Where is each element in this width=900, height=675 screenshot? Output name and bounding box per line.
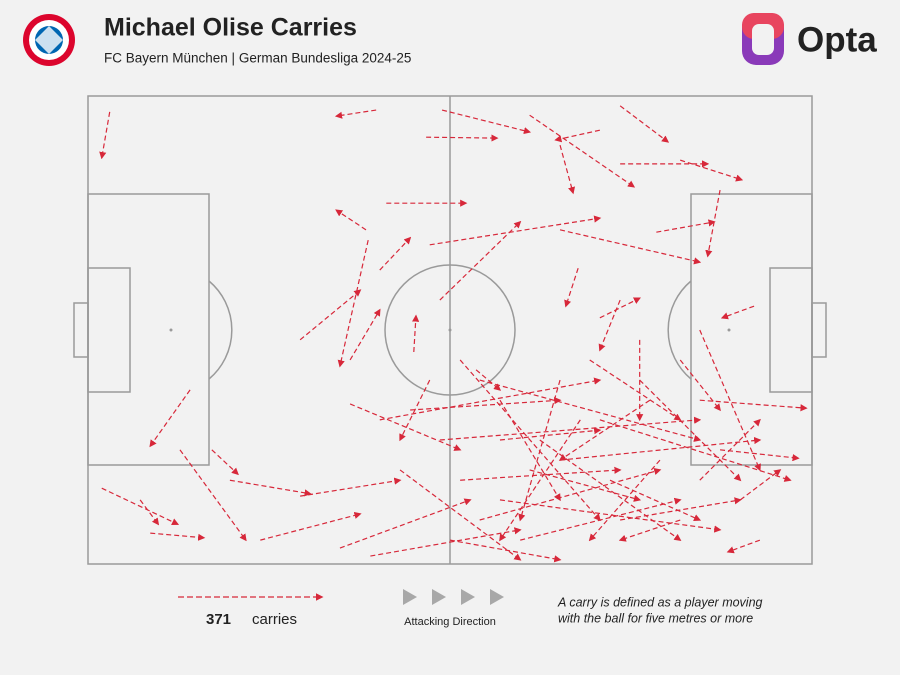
carry-arrow [680,159,744,182]
carry-arrow [499,499,722,533]
carry-arrow [699,418,761,481]
carry-arrow [339,498,472,549]
carry-arrow [412,314,420,353]
direction-arrows [403,589,504,605]
carry-arrow [439,220,522,301]
carry-arrow [475,369,502,391]
pitch [73,95,827,565]
carry-arrow [179,449,247,542]
carry-arrow [726,539,761,554]
carry-arrow [334,109,377,119]
carry-arrow [705,189,721,258]
club-badge [23,14,75,66]
carry-arrow [720,305,755,320]
carry-arrow [399,379,431,442]
carry-arrow [558,399,651,461]
carry-arrow [150,532,206,541]
carry-arrow [441,109,532,135]
carry-arrow [335,209,367,231]
carry-arrow [426,134,499,142]
carry-arrow [101,487,180,526]
carry-arrow [599,419,792,482]
carry-arrow [564,268,579,308]
carry-arrow [588,459,661,542]
carry-arrow [99,111,111,160]
carry-arrow [349,308,381,361]
note-line: with the ball for five metres or more [558,611,753,625]
carry-arrow [699,399,808,412]
carry-arrow [260,511,362,541]
subtitle: FC Bayern München | German Bundesliga 20… [104,51,411,66]
carry-arrow [479,379,702,442]
carry-arrow [449,539,562,563]
carry-arrow [656,219,716,233]
carry-arrow [499,427,602,441]
carry-arrow [598,299,621,352]
carry-arrow [620,497,742,521]
carry-arrow [589,359,682,421]
carry-arrow [518,379,561,522]
carry-arrow [559,229,702,265]
carry-arrow [639,379,742,482]
carry-arrow [229,479,312,497]
carry-arrow [337,240,369,368]
carry-arrow [459,359,601,522]
carry-arrow [299,289,362,341]
carry-arrow [429,215,602,246]
logo-text: Opta [797,20,877,59]
opta-logo: Opta [742,13,877,65]
carry-arrow [554,129,600,143]
title: Michael Olise Carries [104,14,357,42]
carry-arrow [139,499,160,526]
carry-arrow [679,359,721,412]
carry-arrow [370,527,522,557]
count-label: carries [252,611,297,628]
carry-arrow [379,236,412,271]
carry-arrow [619,105,670,143]
carry-arrow [529,469,642,502]
carry-arrow [699,329,761,472]
carry-arrow [399,469,522,561]
carry-arrow [499,419,581,542]
carry-arrow [439,416,702,441]
direction-label: Attacking Direction [404,616,496,628]
carry-arrow [410,396,562,411]
carry-arrow [211,449,239,476]
carry-arrow [618,519,681,542]
carry-arrow [719,449,800,462]
carry-arrow [349,403,462,451]
carry-arrow [479,468,662,521]
carry-arrow [460,466,622,481]
carry-arrow [149,389,191,448]
carry-count: 371 [206,611,231,628]
carry-arrow [300,477,402,497]
note-line: A carry is defined as a player moving [557,595,763,609]
carry-arrow [739,469,782,501]
carry-arrow [559,436,762,461]
carry-arrow [609,479,702,521]
carry-arrow [559,144,576,195]
carry-arrow [529,114,636,188]
carry-arrow [379,377,602,421]
carries [99,105,808,563]
